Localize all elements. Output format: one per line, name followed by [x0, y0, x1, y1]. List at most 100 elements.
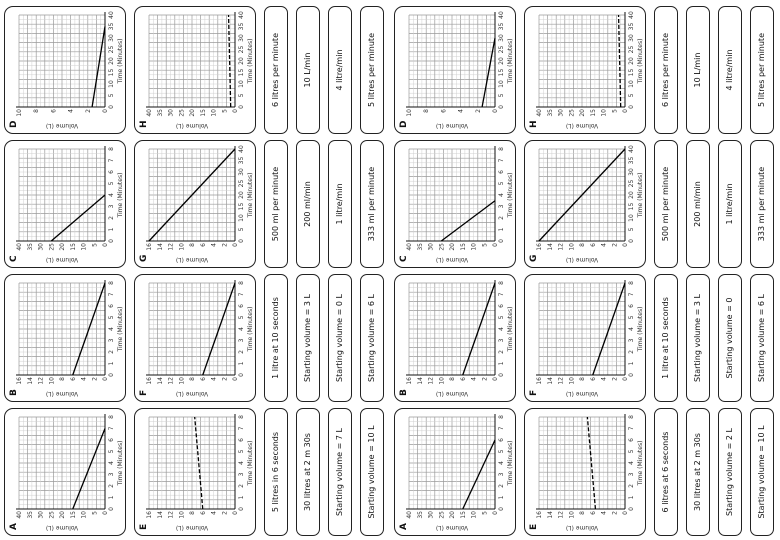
x-tick-label: 10: [628, 214, 635, 222]
description-card: 5 litres in 6 seconds: [264, 408, 288, 536]
x-tick-label: 5: [628, 449, 635, 453]
x-tick-label: 35: [498, 23, 505, 31]
y-tick-label: 8: [189, 243, 196, 247]
x-tick-label: 30: [628, 168, 635, 176]
description-card: Starting volume = 0 L: [328, 274, 352, 402]
x-tick-label: 0: [108, 507, 115, 511]
y-tick-label: 6: [590, 243, 597, 247]
y-axis-label: Volume (L): [566, 256, 598, 263]
rotated-content: 0 1 2 3 4 5 6 7 8 0 5 10 15 20 25 30 35 40 Time (Minutes) V…: [390, 0, 780, 540]
x-tick-label: 25: [628, 180, 635, 188]
x-tick-label: 2: [238, 484, 245, 488]
x-tick-label: 4: [238, 461, 245, 465]
y-axis-label: Volume (L): [566, 390, 598, 397]
x-tick-label: 20: [628, 57, 635, 65]
graph-card-g: 0 5 10 15 20 25 30 35 40 0 2 4 6 8 10 12 14 16 Time (Minut…: [524, 140, 646, 268]
x-tick-label: 0: [628, 105, 635, 109]
x-tick-label: 5: [498, 93, 505, 97]
description-card: 333 ml per minute: [360, 140, 384, 268]
y-tick-label: 10: [81, 243, 88, 251]
data-line: [202, 282, 236, 376]
x-tick-label: 6: [238, 304, 245, 308]
x-tick-label: 0: [498, 507, 505, 511]
x-tick-label: 5: [238, 315, 245, 319]
y-tick-label: 12: [168, 243, 175, 251]
graph-card-a: 0 1 2 3 4 5 6 7 8 0 5 10 15 20 25 30 35 40 Time (Minutes) V…: [394, 408, 516, 536]
x-tick-label: 15: [628, 69, 635, 77]
x-tick-label: 25: [238, 46, 245, 54]
graph-id: G: [139, 255, 149, 262]
y-tick-label: 0: [232, 109, 239, 113]
y-tick-label: 0: [492, 511, 499, 515]
x-tick-label: 0: [238, 105, 245, 109]
x-tick-label: 6: [108, 304, 115, 308]
y-tick-label: 30: [38, 511, 45, 519]
description-card: Starting volume = 6 L: [750, 274, 774, 402]
x-tick-label: 10: [628, 80, 635, 88]
x-axis-label: Time (Minutes): [247, 307, 254, 353]
x-tick-label: 3: [498, 472, 505, 476]
data-line: [72, 428, 106, 510]
y-tick-label: 25: [438, 511, 445, 519]
x-tick-label: 0: [108, 239, 115, 243]
y-axis-label: Volume (L): [176, 122, 208, 129]
x-tick-label: 0: [108, 373, 115, 377]
x-tick-label: 4: [498, 327, 505, 331]
x-tick-label: 2: [108, 216, 115, 220]
x-tick-label: 5: [238, 227, 245, 231]
y-tick-label: 8: [33, 109, 40, 113]
y-tick-label: 30: [558, 109, 565, 117]
graph-card-d: 0 5 10 15 20 25 30 35 40 0 2 4 6 8 10 Time (Minutes) Vol…: [394, 6, 516, 134]
x-tick-label: 8: [628, 281, 635, 285]
x-tick-label: 35: [108, 23, 115, 31]
x-tick-label: 5: [498, 449, 505, 453]
worksheet-right: 0 1 2 3 4 5 6 7 8 0 5 10 15 20 25 30 35 40 Time (Minutes) V…: [390, 0, 780, 540]
x-tick-label: 2: [498, 484, 505, 488]
x-tick-label: 3: [108, 338, 115, 342]
x-tick-label: 10: [498, 80, 505, 88]
x-tick-label: 3: [498, 338, 505, 342]
data-line: [227, 14, 232, 108]
y-tick-label: 8: [189, 377, 196, 381]
y-tick-label: 2: [611, 511, 618, 515]
y-tick-label: 40: [406, 511, 413, 519]
description-card: Starting volume = 7 L: [328, 408, 352, 536]
y-tick-label: 2: [221, 377, 228, 381]
x-tick-label: 20: [108, 57, 115, 65]
y-tick-label: 10: [81, 511, 88, 519]
y-tick-label: 8: [579, 377, 586, 381]
graph-card-c: 0 1 2 3 4 5 6 7 8 0 5 10 15 20 25 30 35 40 Time (Minutes) V…: [394, 140, 516, 268]
y-tick-label: 25: [48, 243, 55, 251]
x-tick-label: 35: [628, 157, 635, 165]
y-tick-label: 0: [622, 377, 629, 381]
graph-id: E: [529, 524, 539, 530]
y-tick-label: 14: [157, 243, 164, 251]
description-card: 1 litre at 10 seconds: [654, 274, 678, 402]
y-axis-label: Volume (L): [176, 524, 208, 531]
x-tick-label: 6: [238, 438, 245, 442]
y-tick-label: 2: [91, 377, 98, 381]
y-tick-label: 12: [558, 511, 565, 519]
description-card: 6 litres at 6 seconds: [654, 408, 678, 536]
data-line: [538, 148, 626, 242]
data-line: [586, 416, 597, 510]
x-tick-label: 5: [628, 315, 635, 319]
x-tick-label: 5: [628, 227, 635, 231]
y-tick-label: 6: [590, 511, 597, 515]
x-tick-label: 20: [498, 57, 505, 65]
y-tick-label: 14: [417, 377, 424, 385]
x-tick-label: 30: [498, 34, 505, 42]
y-tick-label: 40: [16, 511, 23, 519]
x-tick-label: 15: [238, 203, 245, 211]
y-tick-label: 12: [558, 243, 565, 251]
y-tick-label: 20: [59, 511, 66, 519]
y-axis-label: Volume (L): [436, 122, 468, 129]
graph-id: E: [139, 524, 149, 530]
y-tick-label: 10: [178, 243, 185, 251]
x-tick-label: 25: [238, 180, 245, 188]
x-tick-label: 5: [498, 315, 505, 319]
y-tick-label: 6: [460, 377, 467, 381]
